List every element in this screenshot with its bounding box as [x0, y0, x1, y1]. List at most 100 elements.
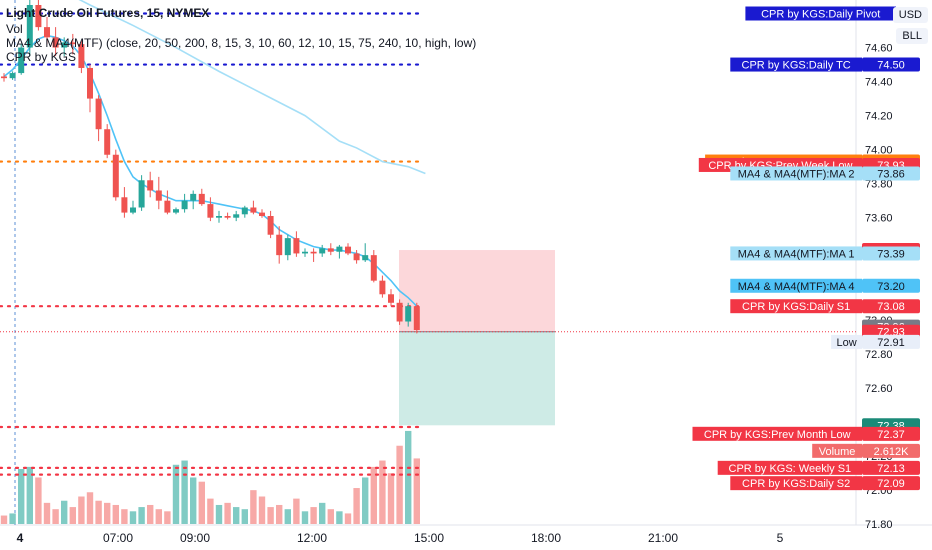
volume-bar [155, 509, 162, 524]
candle-body [112, 154, 119, 198]
price-label: 73.20 MA4 & MA4(MTF):MA 4 [730, 278, 920, 293]
price-label-value-bg [862, 166, 920, 181]
volume-bar [241, 509, 248, 524]
volume-bar [52, 509, 59, 524]
candle [52, 27, 59, 57]
candle [345, 243, 351, 256]
volume-bar [413, 458, 420, 524]
candle [35, 0, 42, 31]
candle-body [44, 27, 50, 38]
price-label: 72.13 CPR by KGS: Weekly S1 [717, 460, 920, 475]
price-label: 74.50 CPR by KGS:Daily TC [730, 57, 920, 72]
time-tick-label: 12:00 [297, 531, 327, 545]
volume-legend: Vol [6, 22, 23, 36]
price-tick-label: 74.20 [865, 111, 893, 123]
volume-bar [327, 509, 334, 524]
price-label-value: 73.39 [877, 248, 905, 260]
price-label-name: Low [836, 337, 856, 349]
candle-body [259, 212, 265, 217]
candle [9, 71, 16, 80]
candle [250, 200, 257, 215]
candle-body [9, 73, 16, 79]
candle-body [87, 67, 93, 99]
price-label-name-bg [831, 334, 862, 349]
candle-body [18, 47, 25, 74]
candle-body [78, 44, 85, 68]
price-label-name: CPR by KGS:Daily Pivot [761, 9, 880, 21]
position-stop-zone [399, 250, 555, 332]
price-tick-label: 74.40 [865, 77, 893, 89]
candle [78, 40, 85, 74]
price-label-value-bg [862, 426, 920, 441]
volume-bar [69, 507, 76, 524]
candle [362, 243, 369, 262]
candle [284, 234, 291, 261]
currency-badge[interactable]: USD [892, 7, 928, 23]
price-label-value-bg [862, 476, 920, 491]
candle [353, 250, 360, 264]
volume-bar [379, 460, 386, 524]
candle-body [276, 234, 283, 256]
price-label-value-bg [862, 299, 920, 314]
price-label-name: CPR by KGS:Daily S2 [742, 478, 850, 490]
candle-body [353, 253, 360, 261]
candle-body [388, 294, 394, 303]
candle-body [362, 255, 369, 261]
candle [198, 188, 205, 206]
candle-body [233, 214, 240, 218]
price-label-value: 72.09 [877, 478, 905, 490]
candle [310, 248, 317, 262]
price-label-value-bg [862, 278, 920, 293]
candle-body [173, 209, 179, 213]
candle-body [345, 246, 351, 254]
volume-bar [138, 507, 145, 524]
volume-bar [276, 504, 283, 524]
price-tick-label: 74.00 [865, 145, 893, 157]
price-label: 72.91 Low [831, 334, 920, 349]
unit-badge[interactable]: BLL [896, 28, 928, 44]
candle [207, 197, 214, 222]
time-tick-label: 09:00 [180, 531, 210, 545]
candle [95, 95, 102, 142]
price-label-value: 74.50 [877, 60, 905, 72]
candle [112, 149, 119, 201]
volume-bar [172, 464, 180, 524]
candle [405, 302, 412, 327]
candle-body [413, 306, 420, 331]
price-label-name: CPR by KGS:Prev Month Low [704, 429, 851, 441]
time-tick-label: 4 [17, 531, 24, 545]
candle-body [155, 190, 162, 201]
price-label-name: MA4 & MA4(MTF):MA 4 [738, 281, 855, 293]
candle [130, 200, 136, 215]
candle [224, 212, 231, 220]
candle-body [379, 280, 386, 295]
volume-bar [293, 498, 300, 524]
candle [370, 250, 377, 283]
candle-body [35, 5, 42, 28]
price-label-name: CPR by KGS:Daily TC [742, 60, 851, 72]
time-tick-label: 07:00 [103, 531, 133, 545]
price-label-value-bg [862, 443, 920, 458]
volume-bar [26, 466, 33, 524]
volume-bar [190, 477, 197, 524]
volume-bar [362, 477, 369, 524]
time-tick-label: 5 [777, 531, 784, 545]
price-tick-label: 72.60 [865, 383, 893, 395]
candle [18, 44, 25, 75]
time-tick-label: 18:00 [531, 531, 561, 545]
volume-bar [207, 498, 214, 524]
candle-body [250, 207, 257, 213]
price-label-name-bg [730, 476, 862, 491]
candle-body [207, 204, 214, 218]
candle [233, 210, 240, 222]
volume-bar [147, 504, 154, 524]
price-label: 72.37 CPR by KGS:Prev Month Low [692, 426, 920, 441]
price-label: 73.08 CPR by KGS:Daily S1 [730, 299, 920, 314]
volume-bar [319, 502, 326, 524]
candle-body [327, 248, 334, 252]
ma-slow-line [78, 0, 426, 175]
candle [388, 289, 394, 307]
price-label-value-bg [862, 460, 920, 475]
